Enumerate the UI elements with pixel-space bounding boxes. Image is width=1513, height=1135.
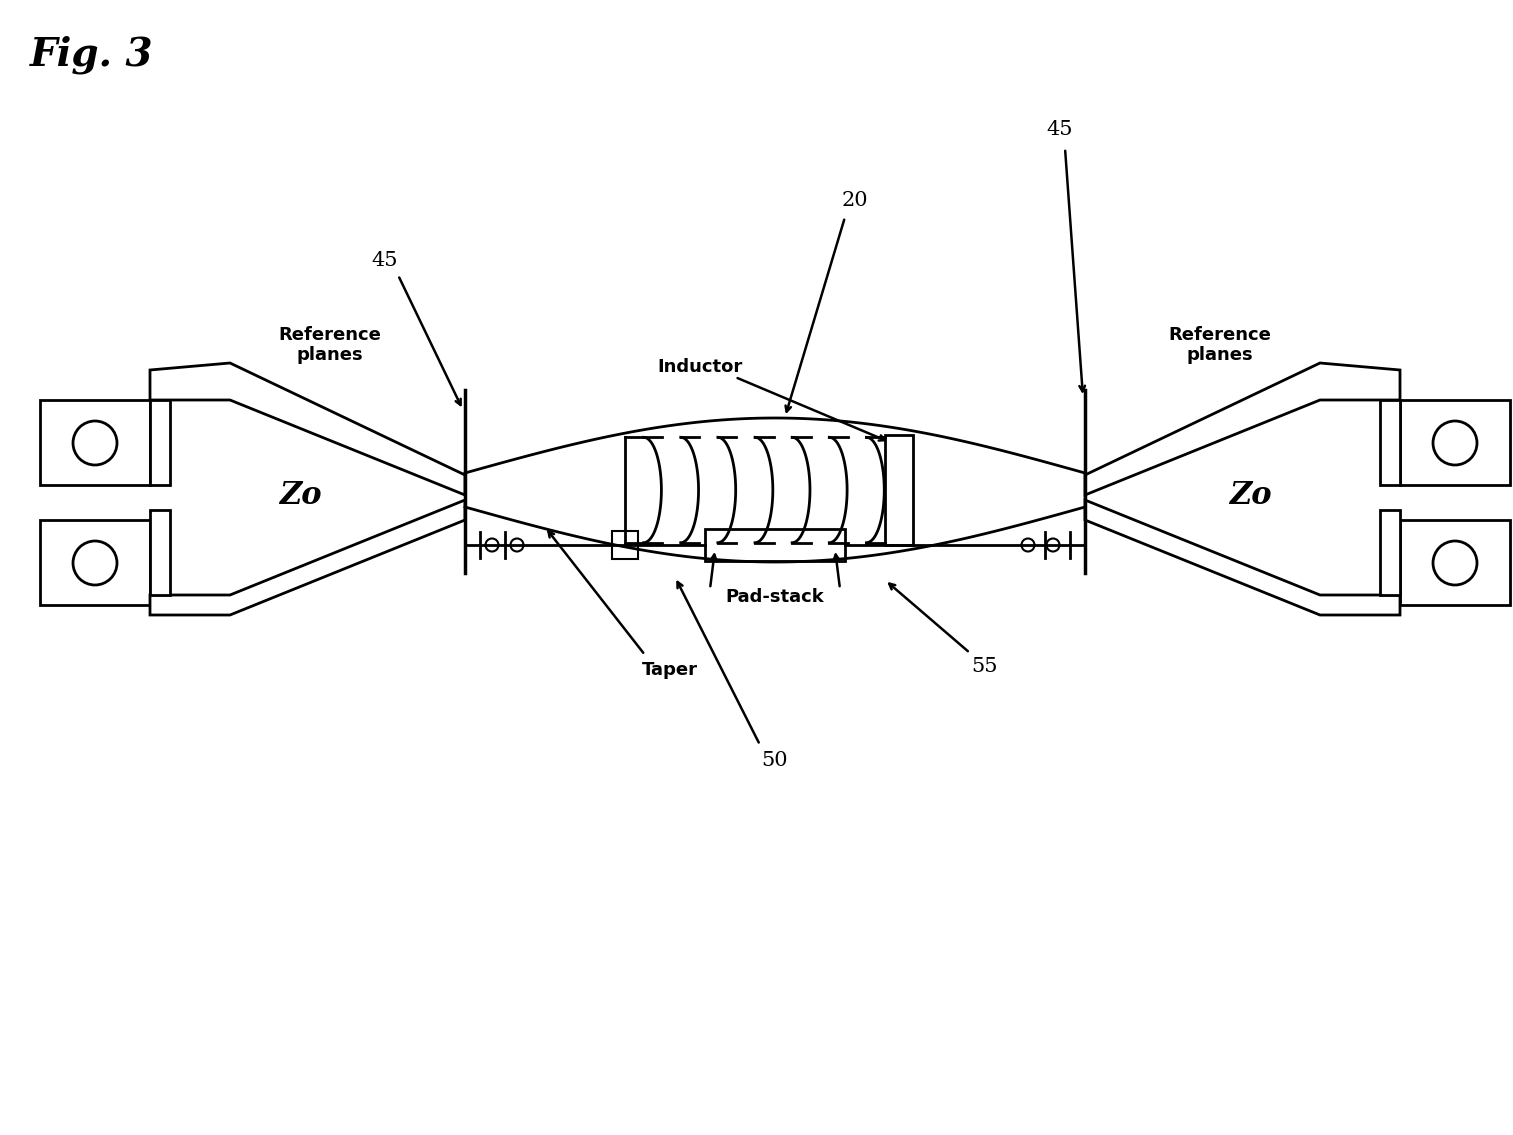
Text: Zo: Zo <box>278 479 321 511</box>
Polygon shape <box>1085 363 1400 495</box>
Circle shape <box>486 538 498 552</box>
Circle shape <box>510 538 523 552</box>
Text: Taper: Taper <box>642 661 697 679</box>
Polygon shape <box>150 363 464 495</box>
Text: 45: 45 <box>372 251 398 269</box>
Circle shape <box>1433 421 1477 465</box>
FancyBboxPatch shape <box>885 435 912 545</box>
Text: Reference
planes: Reference planes <box>278 326 381 364</box>
Polygon shape <box>1380 400 1400 485</box>
FancyBboxPatch shape <box>1400 400 1510 485</box>
Polygon shape <box>625 432 885 548</box>
Text: 55: 55 <box>971 657 999 676</box>
Text: Inductor: Inductor <box>657 358 743 376</box>
Circle shape <box>1047 538 1059 552</box>
Text: 50: 50 <box>761 750 788 770</box>
Circle shape <box>1021 538 1035 552</box>
Circle shape <box>1433 541 1477 585</box>
Polygon shape <box>1380 510 1400 595</box>
Text: Pad-stack: Pad-stack <box>726 588 825 606</box>
Polygon shape <box>1085 501 1400 615</box>
FancyBboxPatch shape <box>1400 520 1510 605</box>
Polygon shape <box>150 510 169 595</box>
Text: 45: 45 <box>1047 120 1073 140</box>
FancyBboxPatch shape <box>39 520 150 605</box>
FancyBboxPatch shape <box>39 400 150 485</box>
Polygon shape <box>150 501 464 615</box>
Text: 20: 20 <box>841 191 868 210</box>
FancyBboxPatch shape <box>705 529 844 561</box>
Text: Reference
planes: Reference planes <box>1168 326 1271 364</box>
Polygon shape <box>150 400 169 485</box>
Circle shape <box>73 421 117 465</box>
Circle shape <box>73 541 117 585</box>
Text: Zo: Zo <box>1229 479 1271 511</box>
FancyBboxPatch shape <box>611 531 638 560</box>
Text: Fig. 3: Fig. 3 <box>30 35 153 74</box>
